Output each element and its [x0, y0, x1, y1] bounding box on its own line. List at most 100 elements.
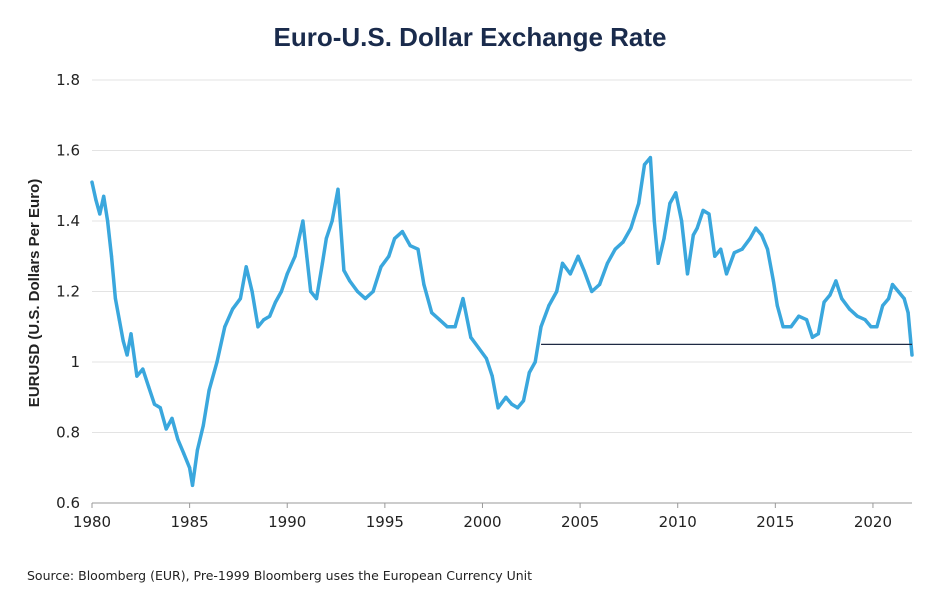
data-point: [238, 296, 242, 301]
data-point: [490, 374, 494, 378]
y-tick-label: 0.8: [56, 424, 80, 442]
series-line: [90, 155, 914, 488]
data-point: [896, 289, 900, 294]
data-point: [656, 261, 660, 265]
data-point: [336, 187, 340, 191]
data-point: [748, 237, 752, 241]
data-point: [223, 325, 227, 329]
x-tick-label: 1985: [171, 513, 209, 531]
data-point: [355, 289, 360, 294]
data-point: [445, 325, 449, 329]
source-note: Source: Bloomberg (EUR), Pre-1999 Bloomb…: [27, 568, 533, 583]
data-point: [102, 194, 106, 198]
data-point: [152, 402, 157, 406]
data-point: [810, 335, 815, 339]
data-point: [207, 388, 211, 392]
data-point: [135, 374, 139, 378]
data-point: [504, 395, 508, 399]
data-point: [215, 360, 219, 364]
x-tick-label: 2000: [463, 513, 501, 531]
data-point: [309, 289, 313, 294]
data-point: [106, 219, 110, 223]
data-point: [754, 226, 758, 230]
data-point: [510, 402, 514, 406]
data-point: [568, 272, 572, 276]
y-tick-label: 0.6: [56, 494, 80, 512]
data-point: [789, 325, 793, 329]
data-point: [273, 300, 278, 304]
data-point: [637, 201, 641, 205]
data-point: [527, 370, 531, 375]
data-point: [158, 406, 162, 410]
data-point: [685, 272, 690, 276]
x-tick-label: 1980: [73, 513, 111, 531]
data-point: [125, 353, 129, 357]
data-point: [886, 296, 891, 301]
data-point: [387, 254, 391, 258]
data-point: [613, 247, 617, 251]
data-point: [834, 279, 838, 283]
data-point: [109, 254, 114, 258]
data-point: [176, 437, 180, 442]
x-tick-label: 1990: [268, 513, 306, 531]
data-point: [816, 332, 820, 336]
data-point: [170, 416, 174, 420]
data-point: [875, 325, 879, 329]
data-point: [576, 254, 580, 258]
data-point: [847, 307, 852, 311]
data-point: [680, 219, 684, 223]
data-point: [330, 219, 334, 223]
data-point: [379, 265, 383, 269]
data-point: [516, 406, 520, 410]
data-point: [828, 293, 832, 297]
data-point: [881, 304, 885, 308]
data-point: [765, 247, 770, 251]
data-point: [190, 483, 195, 487]
data-point: [342, 268, 346, 272]
data-point: [582, 268, 586, 272]
data-point: [890, 282, 895, 287]
data-point: [668, 201, 672, 205]
x-tick-label: 2015: [756, 513, 794, 531]
data-point: [256, 325, 260, 329]
data-point: [804, 318, 809, 322]
data-point: [662, 237, 666, 241]
data-point: [775, 304, 779, 308]
data-point: [555, 289, 559, 294]
x-tick-label: 2005: [561, 513, 599, 531]
data-point: [320, 261, 324, 265]
data-point: [691, 233, 695, 237]
data-point: [453, 325, 457, 329]
data-point: [590, 289, 594, 294]
data-point: [400, 229, 405, 234]
data-point: [605, 261, 610, 265]
data-point: [521, 399, 526, 403]
data-point: [437, 318, 442, 322]
data-point: [94, 198, 98, 202]
data-point: [430, 311, 434, 315]
data-point: [797, 314, 801, 318]
data-point: [348, 279, 352, 283]
data-point: [408, 244, 412, 248]
y-axis-label: EURUSD (U.S. Dollars Per Euro): [26, 179, 43, 407]
data-point: [740, 247, 744, 251]
data-point: [393, 237, 397, 241]
data-point: [129, 332, 133, 336]
data-point: [98, 212, 102, 216]
data-point: [560, 261, 565, 265]
data-point: [301, 219, 305, 223]
data-point: [195, 448, 200, 452]
x-tick-label: 1995: [366, 513, 404, 531]
data-point: [90, 180, 94, 184]
data-point: [910, 353, 914, 357]
data-point: [164, 427, 168, 431]
gridlines: [92, 79, 912, 504]
series-group: [90, 155, 914, 488]
y-tick-label: 1.6: [56, 142, 80, 160]
data-point: [363, 296, 367, 301]
data-point: [268, 314, 272, 318]
data-point: [533, 360, 537, 364]
data-point: [719, 247, 723, 251]
data-point: [484, 356, 488, 361]
